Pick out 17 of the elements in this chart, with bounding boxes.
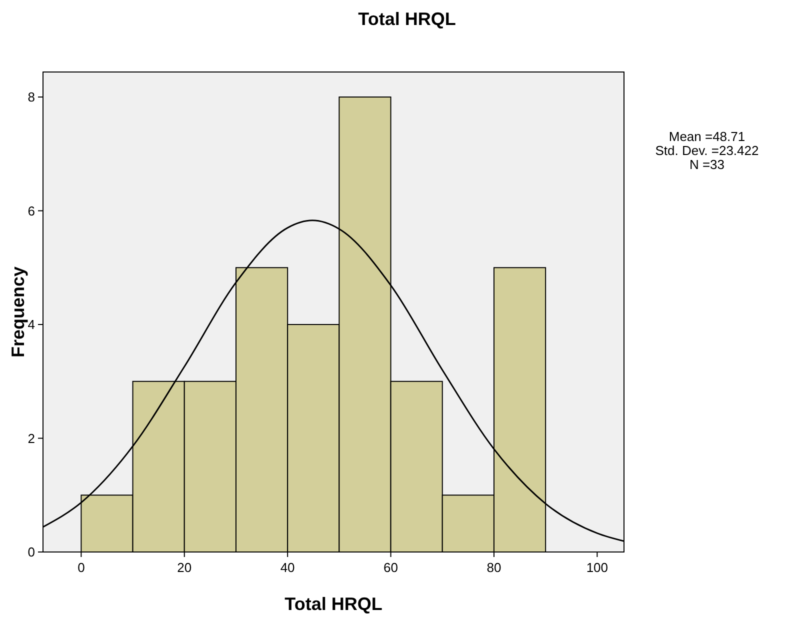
y-tick-label: 6: [28, 203, 35, 218]
x-tick-label: 0: [78, 560, 85, 575]
x-tick-label: 20: [177, 560, 192, 575]
y-tick-label: 4: [28, 317, 35, 332]
y-axis-title: Frequency: [8, 266, 28, 358]
x-tick-label: 80: [486, 560, 502, 575]
y-tick-label: 2: [28, 430, 35, 446]
x-tick-label: 40: [280, 560, 295, 575]
chart-title: Total HRQL: [358, 9, 456, 29]
text: Mean =48.71: [668, 129, 746, 144]
text: Std. Dev. =23.422: [655, 143, 759, 158]
x-tick-label: 60: [384, 560, 398, 575]
y-tick-label: 8: [28, 90, 35, 105]
x-axis-title: Total HRQL: [284, 594, 382, 614]
y-tick-label: 0: [28, 544, 35, 560]
x-tick-label: 100: [586, 560, 608, 575]
text: N =33: [689, 157, 725, 172]
